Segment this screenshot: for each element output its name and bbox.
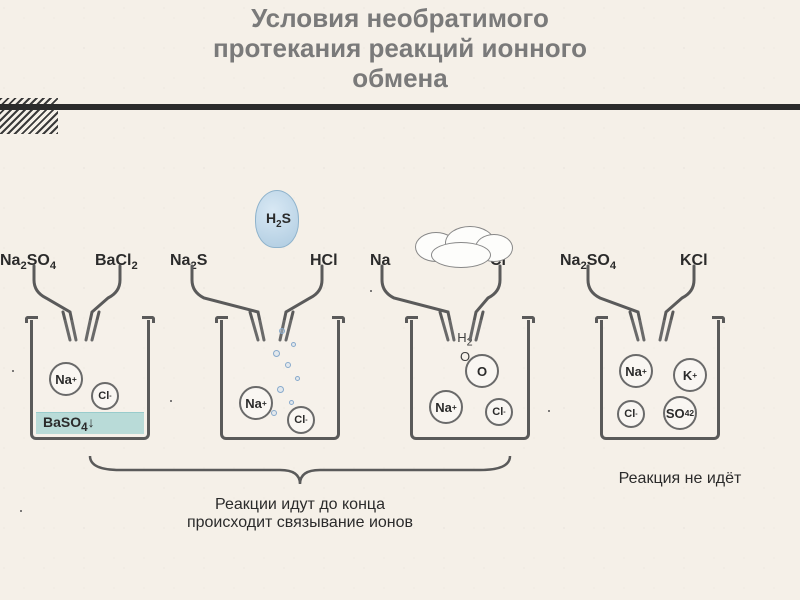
diagram-stage: Na2SO4BaCl2Na2SHClNaClNa2SO4KCl H2S H2O … <box>0 140 800 600</box>
speck <box>370 290 372 292</box>
horizontal-rule <box>0 104 800 110</box>
caption-reactions-proceed: Реакции идут до конца происходит связыва… <box>120 496 480 532</box>
caption-no-reaction: Реакция не идёт <box>570 470 790 488</box>
caption-go-line1: Реакции идут до конца <box>120 496 480 514</box>
caption-go-line2: происходит связывание ионов <box>120 514 480 532</box>
speck <box>170 400 172 402</box>
speck <box>548 410 550 412</box>
speck <box>20 510 22 512</box>
speck <box>12 370 14 372</box>
